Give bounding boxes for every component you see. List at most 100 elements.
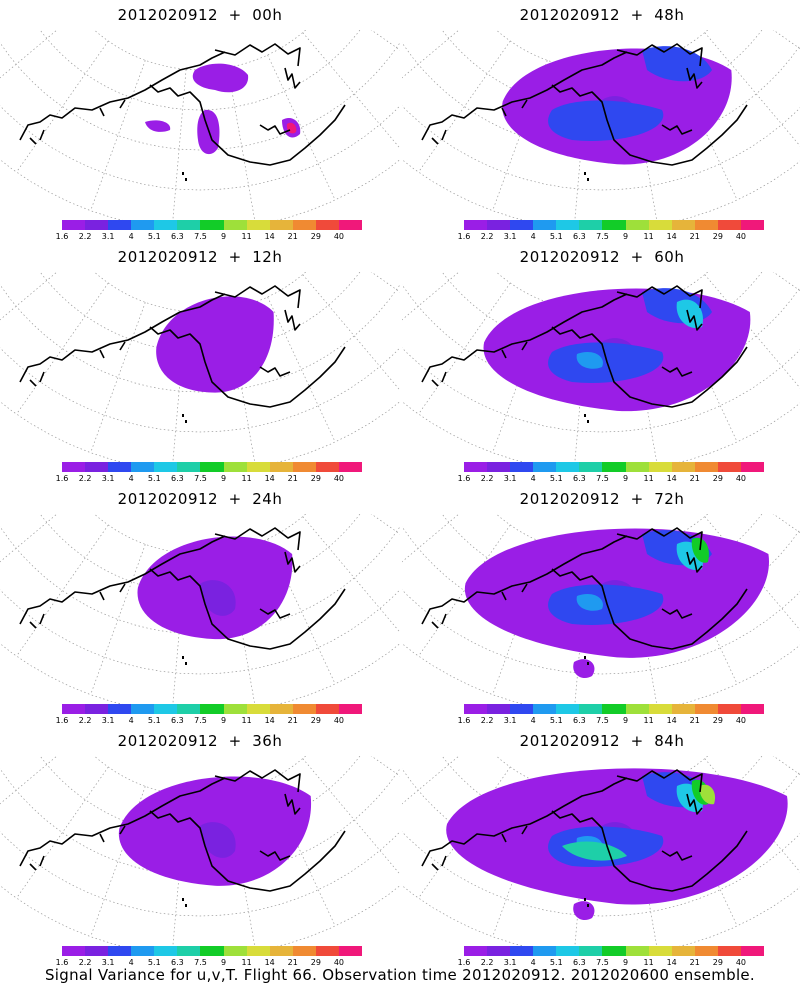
colorbar-label: 5.1	[549, 232, 563, 241]
colorbar-label: 4	[128, 716, 134, 725]
colorbar-swatch	[625, 462, 650, 472]
longitude-gridline	[669, 538, 738, 685]
colorbar-swatch	[246, 946, 271, 956]
colorbar-label: 4	[128, 232, 134, 241]
colorbar-swatch	[648, 946, 673, 956]
coastline	[19, 535, 226, 625]
colorbar-swatch	[131, 220, 155, 230]
colorbar-label: 5.1	[147, 716, 161, 725]
colorbar-swatch	[85, 704, 109, 714]
colorbar-swatch	[625, 220, 650, 230]
colorbar-label: 5.1	[549, 474, 563, 483]
polar-map	[0, 272, 400, 462]
coastline	[551, 84, 748, 166]
colorbar-label: 9	[622, 958, 629, 967]
colorbar-swatch	[223, 946, 248, 956]
colorbar-swatch	[694, 462, 719, 472]
colorbar-label: 5.1	[147, 958, 161, 967]
colorbar-swatch	[177, 220, 201, 230]
colorbar-swatch	[625, 946, 650, 956]
colorbar-swatch	[717, 704, 742, 714]
colorbar-label: 7.5	[596, 958, 609, 967]
colorbar-label: 7.5	[596, 716, 609, 725]
colorbar-swatch	[292, 462, 317, 472]
colorbar-label: 4	[530, 232, 536, 241]
colorbar-label: 1.6	[457, 474, 471, 483]
colorbar-swatch	[246, 704, 271, 714]
variance-region	[548, 100, 664, 141]
colorbar-swatch	[85, 220, 109, 230]
colorbar-swatch	[671, 704, 696, 714]
colorbar-swatch	[177, 704, 201, 714]
colorbar-swatch	[154, 704, 178, 714]
map-panel: 2012020912 + 36h 1.6 2.2 3.1 4 5.1 6.3 7.5 9 11 14…	[0, 726, 400, 967]
longitude-gridline	[418, 524, 511, 657]
colorbar-swatch	[177, 462, 201, 472]
coastline	[149, 568, 346, 650]
coastline	[149, 326, 346, 408]
colorbar-label: 4	[128, 474, 134, 483]
colorbar-swatch	[510, 946, 534, 956]
colorbar-swatch	[200, 220, 225, 230]
colorbar-label: 3.1	[503, 958, 517, 967]
coastline	[421, 777, 628, 867]
longitude-gridline	[16, 524, 109, 657]
panel-title-text: 2012020912 + 12h	[117, 248, 283, 266]
colorbar-label: 21	[287, 958, 298, 967]
colorbar-label: 7.5	[596, 232, 609, 241]
colorbar-label: 9	[220, 232, 227, 241]
colorbar-label: 3.1	[503, 716, 517, 725]
latitude-gridline	[402, 347, 800, 433]
variance-region	[145, 120, 171, 132]
colorbar-swatch	[85, 462, 109, 472]
colorbar-swatch	[200, 704, 225, 714]
colorbar-label: 21	[689, 716, 700, 725]
longitude-gridline	[492, 60, 548, 211]
colorbar-swatch	[223, 462, 248, 472]
variance-region	[576, 351, 603, 369]
coastline	[431, 825, 528, 871]
island	[584, 656, 586, 659]
coastline	[431, 583, 528, 629]
panel-title-text: 2012020912 + 00h	[117, 6, 283, 24]
colorbar-swatch	[154, 462, 178, 472]
longitude-gridline	[267, 780, 336, 927]
polar-map	[402, 514, 800, 704]
longitude-gridline	[629, 67, 658, 220]
variance-region	[548, 584, 664, 625]
colorbar-label: 29	[310, 474, 321, 483]
longitude-gridline	[90, 302, 146, 453]
colorbar-label: 2.2	[480, 474, 494, 483]
map-panel: 2012020912 + 72h 1.6 2.2 3.1 4 5.1 6.3 7.5 9 11 14…	[402, 484, 800, 725]
colorbar-label: 29	[310, 716, 321, 725]
colorbar: 1.6 2.2 3.1 4 5.1 6.3 7.5 9 11 14 21 29 40	[56, 220, 363, 242]
colorbar-label: 11	[241, 474, 252, 483]
latitude-gridline	[0, 589, 400, 675]
colorbar-label: 1.6	[457, 958, 471, 967]
colorbar-label: 1.6	[55, 958, 69, 967]
colorbar-swatch	[223, 220, 248, 230]
variance-region	[200, 822, 236, 858]
colorbar-label: 5.1	[549, 716, 563, 725]
colorbar-swatch	[556, 220, 580, 230]
colorbar-label: 3.1	[101, 716, 115, 725]
colorbar-swatch	[556, 704, 580, 714]
colorbar-swatch	[694, 946, 719, 956]
colorbar-swatch	[108, 462, 132, 472]
longitude-gridline	[302, 32, 400, 149]
polar-map	[0, 514, 400, 704]
panel-title-text: 2012020912 + 48h	[519, 6, 685, 24]
colorbar-swatch	[648, 704, 673, 714]
longitude-gridline	[90, 786, 146, 937]
colorbar-label: 1.6	[457, 716, 471, 725]
colorbar-label: 6.3	[171, 474, 184, 483]
colorbar-label: 5.1	[147, 232, 161, 241]
longitude-gridline	[16, 766, 109, 899]
colorbar-swatch	[740, 704, 765, 714]
island	[182, 414, 184, 417]
colorbar-label: 11	[241, 232, 252, 241]
colorbar-label: 40	[333, 958, 345, 967]
colorbar-swatch	[579, 220, 603, 230]
colorbar-label: 4	[530, 958, 536, 967]
longitude-gridline	[669, 296, 738, 443]
